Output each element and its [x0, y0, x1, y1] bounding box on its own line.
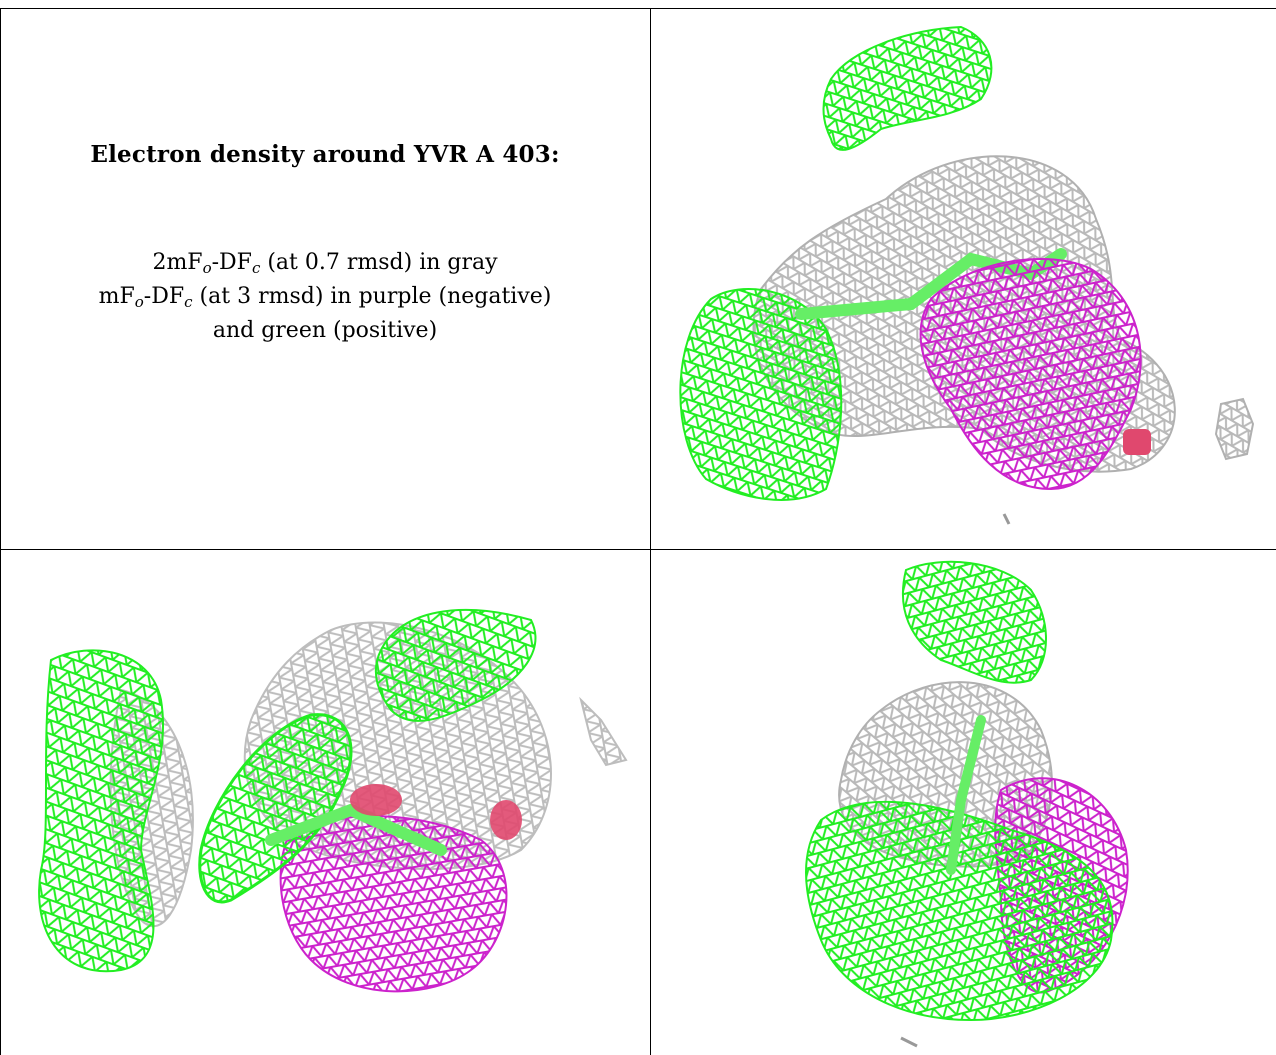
density-panel-bottom-right — [651, 550, 1276, 1055]
green-density-upper — [374, 609, 537, 722]
legend-cell: Electron density around YVR A 403: 2mFo-… — [0, 9, 650, 549]
green-density-top — [901, 560, 1047, 684]
oxygen-atom — [1123, 429, 1151, 455]
ligand-stick — [265, 803, 447, 856]
grid-line-top — [0, 8, 1276, 9]
purple-density-mesh — [919, 258, 1142, 491]
grid-line-center — [0, 549, 1276, 550]
density-panel-top-right — [651, 9, 1276, 549]
density-view-2 — [38, 609, 628, 993]
legend-line-mfo: mFo-DFc (at 3 rmsd) in purple (negative) — [98, 284, 552, 311]
density-panel-bottom-left — [1, 550, 650, 1055]
oxygen-atom — [350, 784, 402, 816]
ligand-stick — [946, 715, 986, 875]
density-view-3 — [805, 560, 1129, 1048]
green-density-top — [822, 25, 993, 151]
gray-speck — [1002, 513, 1011, 525]
grid-line-left — [0, 8, 1, 1055]
green-density-lower — [805, 800, 1114, 1022]
legend-line-positive: and green (positive) — [212, 318, 438, 343]
legend-line-2mfo: 2mFo-DFc (at 0.7 rmsd) in gray — [152, 250, 498, 277]
oxygen-atom-2 — [490, 800, 522, 840]
green-density-left — [679, 288, 843, 501]
legend-title: Electron density around YVR A 403: — [90, 141, 560, 168]
gray-speck — [900, 1036, 918, 1048]
gray-fragment — [579, 696, 628, 767]
gray-fragment — [1214, 397, 1255, 461]
purple-density-mesh — [279, 815, 508, 993]
green-density-left — [38, 649, 165, 973]
green-density-center — [198, 713, 353, 904]
density-view-1 — [679, 25, 1255, 525]
grid-line-middle — [650, 8, 651, 1055]
